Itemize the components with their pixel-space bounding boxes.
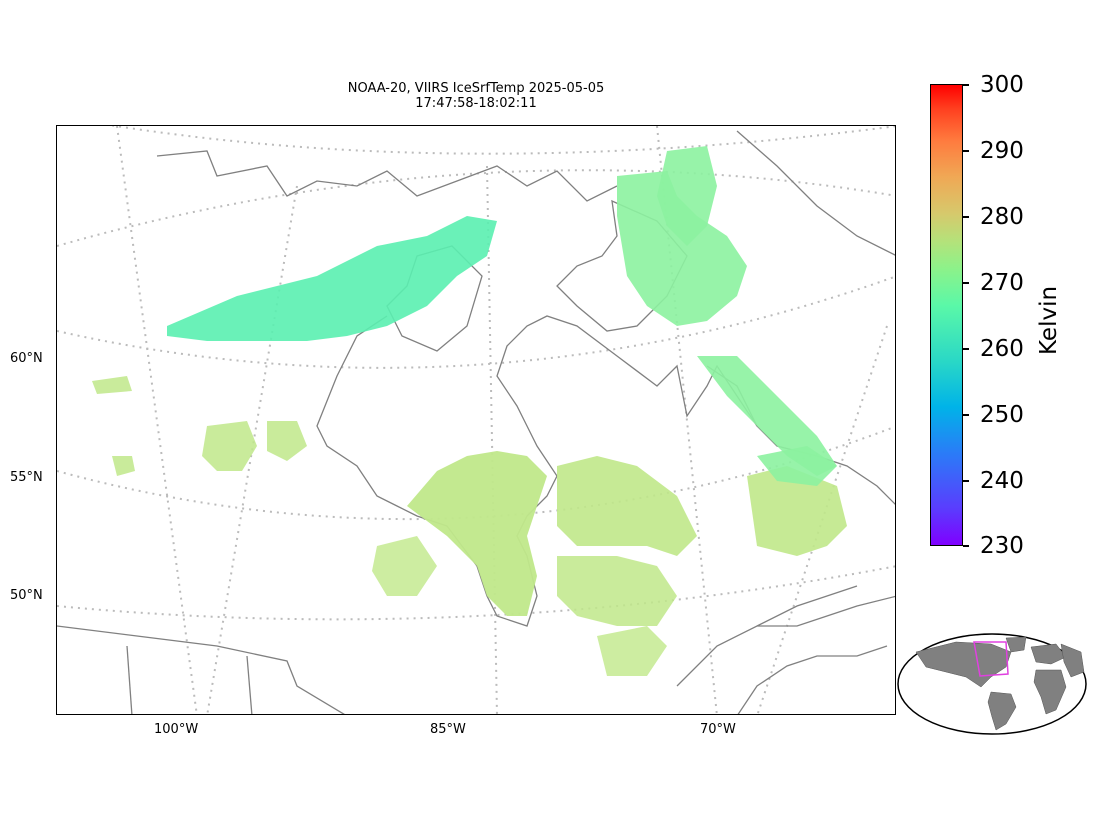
colorbar-tick [963,545,969,547]
swath-ontario-south [557,556,677,626]
globe-region-highlight [973,641,1009,677]
globe-greenland [1005,636,1027,653]
colorbar [930,84,963,546]
coastline-great-lakes [737,645,888,714]
swath-labrador-coast [697,356,837,476]
colorbar-tick [963,414,969,416]
swath-labrador-mid [757,446,837,486]
colorbar-label-260: 260 [980,336,1024,362]
globe-continents [915,636,1085,731]
colorbar-tick [963,282,969,284]
coastline-gaspe [756,585,858,627]
coastline-northern-greenland [736,130,895,256]
colorbar-label-290: 290 [980,138,1024,164]
swath-arctic-cyan [167,216,497,341]
colorbar-tick [963,216,969,218]
colorbar-label-280: 280 [980,204,1024,230]
lat-label-50n: 50°N [10,588,43,603]
swath-baffin-bay [657,146,717,246]
globe-inset [897,633,1087,735]
title-line-1: NOAA-20, VIIRS IceSrfTemp 2025-05-05 [347,81,605,96]
colorbar-label-300: 300 [980,72,1024,98]
colorbar-label-230: 230 [980,533,1024,559]
swath-quebec-north [557,456,697,556]
colorbar-unit: Kelvin [1036,285,1062,355]
colorbar-label-270: 270 [980,270,1024,296]
globe-south-america [987,691,1017,731]
border-minnesota [126,645,133,714]
colorbar-tick [963,150,969,152]
colorbar-tick [963,348,969,350]
map-title: NOAA-20, VIIRS IceSrfTemp 2025-05-05 17:… [276,81,676,111]
lon-label-100w: 100°W [154,722,199,737]
graticule-meridian [486,165,498,714]
swath-south-patch [597,626,667,676]
lat-label-60n: 60°N [10,351,43,366]
swath-central-patch [372,536,437,596]
graticule-meridian [116,126,198,714]
globe-asia [1060,643,1085,678]
globe-africa [1033,669,1067,715]
lat-label-55n: 55°N [10,470,43,485]
lon-label-85w: 85°W [430,722,466,737]
border-wisconsin [246,655,253,714]
swath-west-patch [92,376,132,394]
globe-europe [1030,643,1067,665]
swath-west-patch-2 [112,456,135,476]
ice-temp-swaths [92,146,847,676]
map-panel[interactable] [56,125,896,715]
title-line-2: 17:47:58-18:02:11 [415,96,537,111]
swath-manitoba-west [202,421,257,471]
coastline-arctic-north [156,150,618,202]
graticule-parallel [57,565,895,621]
swath-foxe-basin [617,171,747,326]
swath-hudson-bay [407,451,547,616]
colorbar-tick [963,84,969,86]
lon-label-70w: 70°W [700,722,736,737]
swath-manitoba-mid [267,421,307,461]
border-us-canada [57,625,345,714]
colorbar-label-240: 240 [980,468,1024,494]
colorbar-label-250: 250 [980,402,1024,428]
map-canvas [57,126,895,714]
colorbar-tick [963,480,969,482]
coastline-gulf [676,595,895,687]
graticule-parallel [109,126,895,155]
swath-quebec-east [747,466,847,556]
